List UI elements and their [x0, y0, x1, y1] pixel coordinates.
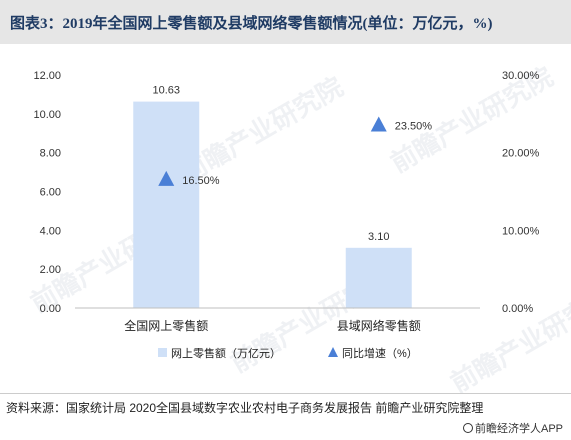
bar: [133, 101, 200, 308]
legend-bar-label: 网上零售额（万亿元）: [171, 346, 281, 360]
source-note: 资料来源：国家统计局 2020全国县域数字农业农村电子商务发展报告 前瞻产业研究…: [6, 401, 484, 415]
y-left-tick-label: 10.00: [33, 109, 61, 121]
growth-marker: [370, 116, 387, 132]
page-title: 图表3：2019年全国网上零售额及县域网络零售额情况(单位：万亿元，%): [10, 16, 493, 32]
y-left-tick-label: 6.00: [40, 187, 61, 199]
y-right-tick-label: 30.00%: [502, 70, 540, 82]
y-left-tick-label: 4.00: [40, 225, 61, 237]
growth-marker: [158, 170, 175, 186]
y-right-tick-label: 10.00%: [502, 225, 540, 237]
footer-divider: [0, 393, 571, 394]
y-right-tick-label: 0.00%: [502, 303, 533, 315]
y-left-tick-label: 12.00: [33, 70, 61, 82]
y-left-tick-label: 0.00: [40, 303, 61, 315]
bar-value-label: 10.63: [152, 85, 180, 97]
legend-bar-swatch: [158, 348, 167, 357]
growth-value-label: 23.50%: [395, 120, 433, 132]
y-right-tick-label: 20.00%: [502, 148, 540, 160]
brand-label: 前瞻经济学人APP: [462, 420, 563, 436]
bar-value-label: 3.10: [368, 231, 389, 243]
chart: 0.00 2.00 4.00 6.00 8.00 10.00 12.00 0.00% 10.00…: [33, 70, 540, 360]
y-left-tick-label: 8.00: [40, 148, 61, 160]
legend-marker-label: 同比增速（%）: [342, 346, 418, 360]
brand-logo-icon: [462, 423, 473, 433]
brand-text: 前瞻经济学人APP: [474, 423, 563, 435]
legend-marker-swatch: [328, 347, 338, 357]
bar: [345, 247, 412, 308]
x-category-label: 全国网上零售额: [124, 318, 208, 333]
x-category-label: 县域网络零售额: [337, 318, 421, 333]
y-left-tick-label: 2.00: [40, 264, 61, 276]
title-bar: 图表3：2019年全国网上零售额及县域网络零售额情况(单位：万亿元，%): [0, 0, 571, 44]
growth-value-label: 16.50%: [182, 175, 220, 187]
